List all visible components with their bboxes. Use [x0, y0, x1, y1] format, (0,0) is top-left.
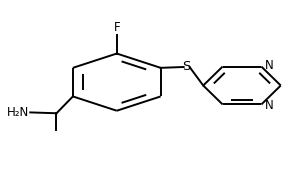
Text: S: S [182, 61, 190, 74]
Text: H₂N: H₂N [7, 106, 29, 119]
Text: N: N [265, 99, 274, 112]
Text: F: F [113, 21, 120, 34]
Text: N: N [265, 59, 274, 72]
